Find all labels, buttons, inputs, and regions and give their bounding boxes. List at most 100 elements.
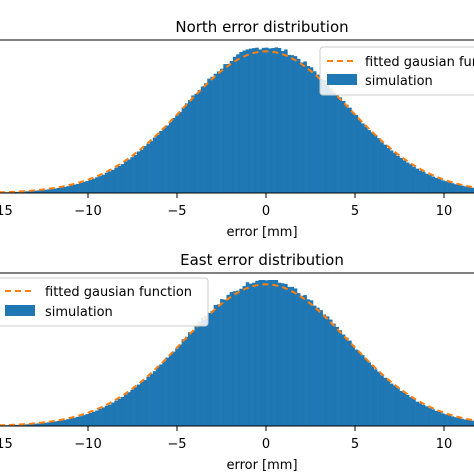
histogram-bar xyxy=(50,188,54,193)
histogram-bar xyxy=(444,414,448,426)
histogram-bar xyxy=(348,107,352,193)
histogram-bar xyxy=(75,416,80,426)
histogram-bar xyxy=(114,400,118,426)
histogram-bar xyxy=(450,416,455,426)
histogram-bar xyxy=(325,82,330,193)
histogram-bar xyxy=(213,73,218,193)
histogram-bar xyxy=(155,366,160,426)
histogram-bar xyxy=(200,317,205,426)
histogram-bar xyxy=(178,112,182,193)
histogram-bar xyxy=(303,295,307,426)
histogram-bar xyxy=(200,86,205,193)
histogram-bar xyxy=(66,419,70,426)
histogram-bar xyxy=(107,404,112,426)
histogram-bar xyxy=(312,305,317,426)
histogram-bar xyxy=(236,290,240,426)
histogram-bar xyxy=(155,134,160,193)
histogram-bar xyxy=(293,288,298,426)
x-tick-label: 5 xyxy=(351,204,359,219)
x-tick-label: −5 xyxy=(167,437,186,452)
histogram-bar xyxy=(172,118,176,193)
histogram-bar xyxy=(386,380,391,426)
histogram-bar xyxy=(101,174,106,193)
histogram-bar xyxy=(418,170,423,193)
histogram-bar xyxy=(348,340,352,426)
histogram-bar xyxy=(290,55,295,193)
histogram-bar xyxy=(207,78,211,193)
histogram-bar xyxy=(149,141,154,193)
histogram-bar xyxy=(172,351,176,426)
histogram-bar xyxy=(280,283,285,426)
histogram-bar xyxy=(252,48,256,194)
histogram-bar xyxy=(274,47,279,193)
x-tick-label: 5 xyxy=(351,437,359,452)
x-tick-label: −15 xyxy=(0,437,13,452)
east-fit-curve xyxy=(0,283,474,427)
histogram-bar xyxy=(204,83,208,193)
histogram-bar xyxy=(345,337,349,426)
histogram-bar xyxy=(56,187,61,193)
histogram-bar xyxy=(428,175,432,193)
histogram-bar xyxy=(63,419,67,426)
histogram-bar xyxy=(47,189,51,193)
histogram-bar xyxy=(466,420,471,426)
histogram-bar xyxy=(69,185,73,193)
histogram-bar xyxy=(139,381,144,426)
histogram-bar xyxy=(447,182,452,193)
histogram-bar xyxy=(325,316,330,426)
histogram-bar xyxy=(453,184,458,193)
histogram-bar xyxy=(117,165,122,193)
histogram-bar xyxy=(194,93,198,193)
histogram-bar xyxy=(460,185,464,193)
histogram-bar xyxy=(338,97,343,193)
histogram-bar xyxy=(34,423,38,426)
histogram-bar xyxy=(338,330,343,426)
histogram-bar xyxy=(79,416,83,426)
histogram-bar xyxy=(380,142,384,193)
histogram-bar xyxy=(396,387,400,426)
histogram-bar xyxy=(239,52,243,193)
histogram-bar xyxy=(43,189,48,193)
histogram-bar xyxy=(69,418,73,426)
north-legend-sim-label: simulation xyxy=(365,74,433,89)
histogram-bar xyxy=(357,351,362,426)
north-legend: fitted gausian function simulation xyxy=(319,46,474,96)
histogram-bar xyxy=(162,127,166,193)
histogram-bar xyxy=(242,50,247,193)
histogram-bar xyxy=(460,418,464,426)
histogram-bar xyxy=(389,150,394,193)
histogram-bar xyxy=(143,146,147,193)
histogram-bar xyxy=(399,391,404,426)
histogram-bar xyxy=(463,186,468,193)
histogram-bar xyxy=(146,376,150,426)
east-title: East error distribution xyxy=(180,251,344,269)
histogram-bar xyxy=(354,349,359,426)
histogram-bar xyxy=(367,362,371,426)
histogram-bar xyxy=(242,286,247,426)
histogram-bar xyxy=(146,143,150,193)
histogram-bar xyxy=(303,61,307,193)
histogram-bar xyxy=(136,151,141,193)
histogram-bar xyxy=(184,336,189,426)
histogram-bar xyxy=(332,323,336,426)
north-legend-sim-swatch xyxy=(327,74,357,85)
histogram-bar xyxy=(85,181,90,193)
x-tick-label: 10 xyxy=(436,204,453,219)
histogram-bar xyxy=(322,314,327,426)
east-panel: East error distribution −15 −10 −5 0 5 10 err… xyxy=(0,251,474,473)
histogram-bar xyxy=(431,176,436,193)
north-panel: North error distribution −15 −10 −5 0 5 10 er… xyxy=(0,18,474,240)
histogram-bar xyxy=(197,321,202,426)
histogram-bar xyxy=(428,408,432,426)
histogram-bar xyxy=(393,152,397,193)
histogram-bar xyxy=(425,406,429,426)
north-legend-box xyxy=(319,46,474,96)
histogram-bar xyxy=(31,190,35,193)
x-tick-label: 0 xyxy=(262,437,270,452)
histogram-bar xyxy=(53,421,57,426)
histogram-bar xyxy=(223,64,227,193)
x-tick-label: 0 xyxy=(262,204,270,219)
histogram-bar xyxy=(306,66,311,193)
histogram-bar xyxy=(37,423,41,426)
histogram-bar xyxy=(95,410,99,426)
